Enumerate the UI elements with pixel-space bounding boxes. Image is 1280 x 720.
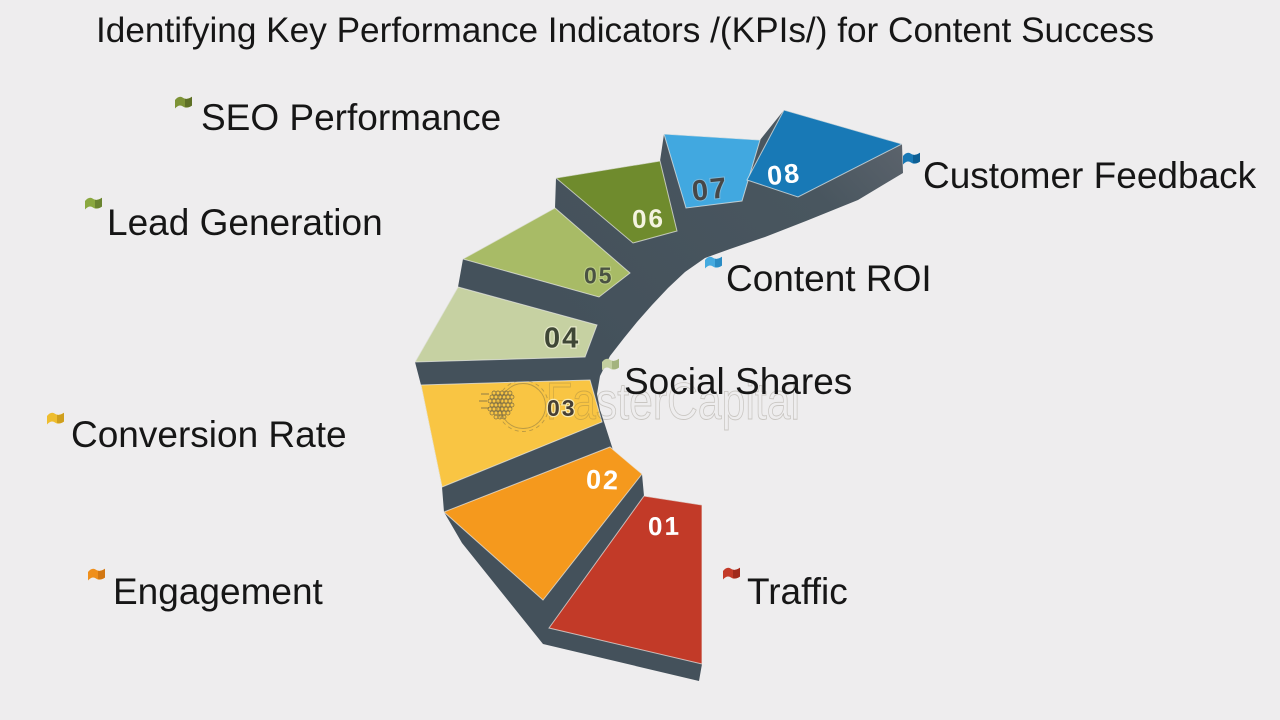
svg-text:Lead Generation: Lead Generation bbox=[107, 202, 383, 243]
svg-text:04: 04 bbox=[544, 323, 580, 355]
svg-text:Content ROI: Content ROI bbox=[726, 258, 932, 299]
svg-text:Conversion Rate: Conversion Rate bbox=[71, 414, 347, 455]
svg-text:06: 06 bbox=[632, 203, 666, 234]
svg-text:07: 07 bbox=[690, 172, 729, 208]
svg-text:02: 02 bbox=[586, 464, 621, 495]
svg-text:Customer Feedback: Customer Feedback bbox=[923, 155, 1257, 196]
svg-text:01: 01 bbox=[648, 511, 681, 542]
svg-text:Traffic: Traffic bbox=[747, 571, 848, 612]
svg-text:03: 03 bbox=[547, 395, 577, 421]
svg-text:FasterCapital: FasterCapital bbox=[546, 373, 800, 431]
svg-text:08: 08 bbox=[766, 158, 803, 191]
svg-text:Social Shares: Social Shares bbox=[624, 361, 852, 402]
svg-text:Engagement: Engagement bbox=[113, 571, 324, 612]
svg-text:Identifying Key Performance In: Identifying Key Performance Indicators /… bbox=[96, 11, 1154, 50]
svg-text:SEO Performance: SEO Performance bbox=[201, 97, 501, 138]
svg-text:05: 05 bbox=[584, 263, 614, 289]
